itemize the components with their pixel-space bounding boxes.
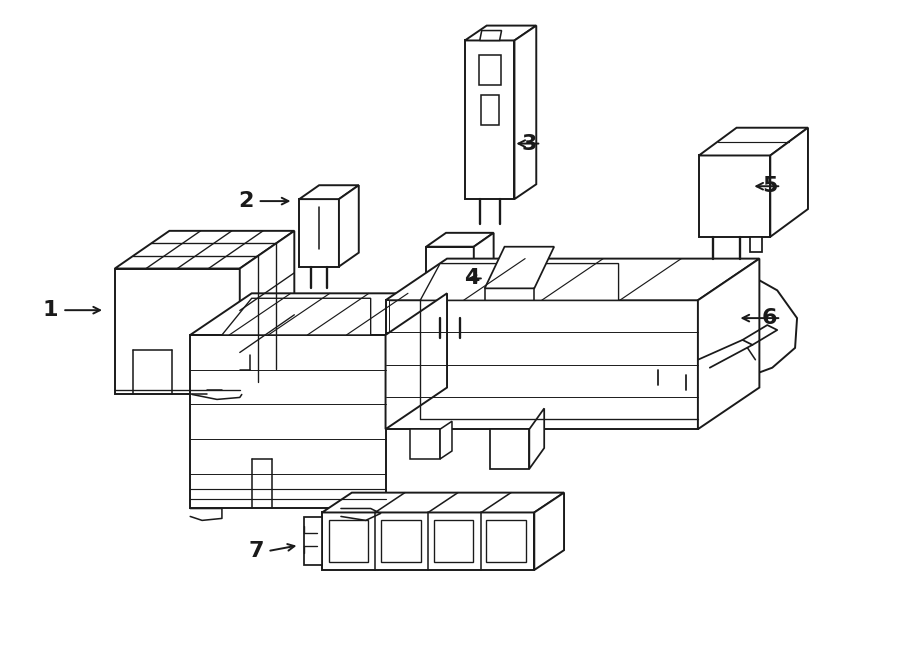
Text: 2: 2 bbox=[238, 191, 254, 211]
Text: 1: 1 bbox=[43, 300, 58, 320]
Polygon shape bbox=[190, 335, 385, 508]
Polygon shape bbox=[239, 231, 294, 395]
Text: 6: 6 bbox=[761, 308, 778, 328]
Polygon shape bbox=[480, 30, 501, 40]
Polygon shape bbox=[322, 512, 535, 570]
Polygon shape bbox=[434, 520, 473, 562]
Polygon shape bbox=[621, 269, 797, 377]
Polygon shape bbox=[770, 128, 808, 237]
Polygon shape bbox=[385, 259, 760, 301]
Polygon shape bbox=[339, 185, 359, 267]
Text: 4: 4 bbox=[464, 269, 480, 289]
Polygon shape bbox=[646, 283, 683, 330]
Text: 3: 3 bbox=[522, 134, 537, 154]
Polygon shape bbox=[473, 233, 493, 318]
Text: 7: 7 bbox=[248, 541, 264, 561]
Polygon shape bbox=[481, 95, 499, 124]
Polygon shape bbox=[304, 518, 322, 565]
Polygon shape bbox=[115, 269, 239, 395]
Polygon shape bbox=[486, 520, 526, 562]
Polygon shape bbox=[300, 199, 339, 267]
Polygon shape bbox=[222, 299, 371, 335]
Polygon shape bbox=[385, 293, 447, 429]
Polygon shape bbox=[427, 233, 493, 247]
Polygon shape bbox=[529, 408, 544, 469]
Polygon shape bbox=[190, 293, 447, 335]
Polygon shape bbox=[420, 263, 618, 301]
Polygon shape bbox=[385, 301, 698, 429]
Polygon shape bbox=[698, 259, 760, 429]
Polygon shape bbox=[479, 56, 500, 85]
Polygon shape bbox=[703, 273, 740, 318]
Polygon shape bbox=[485, 247, 554, 289]
Polygon shape bbox=[440, 273, 460, 303]
Polygon shape bbox=[703, 318, 740, 359]
Polygon shape bbox=[465, 40, 515, 199]
Polygon shape bbox=[465, 26, 536, 40]
Text: 5: 5 bbox=[762, 176, 778, 196]
Polygon shape bbox=[410, 429, 440, 459]
Polygon shape bbox=[427, 247, 473, 318]
Polygon shape bbox=[381, 520, 420, 562]
Polygon shape bbox=[115, 231, 294, 269]
Polygon shape bbox=[328, 520, 368, 562]
Polygon shape bbox=[646, 328, 683, 369]
Polygon shape bbox=[490, 429, 529, 469]
Polygon shape bbox=[699, 156, 770, 237]
Polygon shape bbox=[440, 421, 452, 459]
Polygon shape bbox=[385, 301, 389, 335]
Polygon shape bbox=[699, 128, 808, 156]
Polygon shape bbox=[322, 493, 564, 512]
Polygon shape bbox=[535, 493, 564, 570]
Polygon shape bbox=[515, 26, 536, 199]
Polygon shape bbox=[300, 185, 359, 199]
Polygon shape bbox=[751, 237, 762, 252]
